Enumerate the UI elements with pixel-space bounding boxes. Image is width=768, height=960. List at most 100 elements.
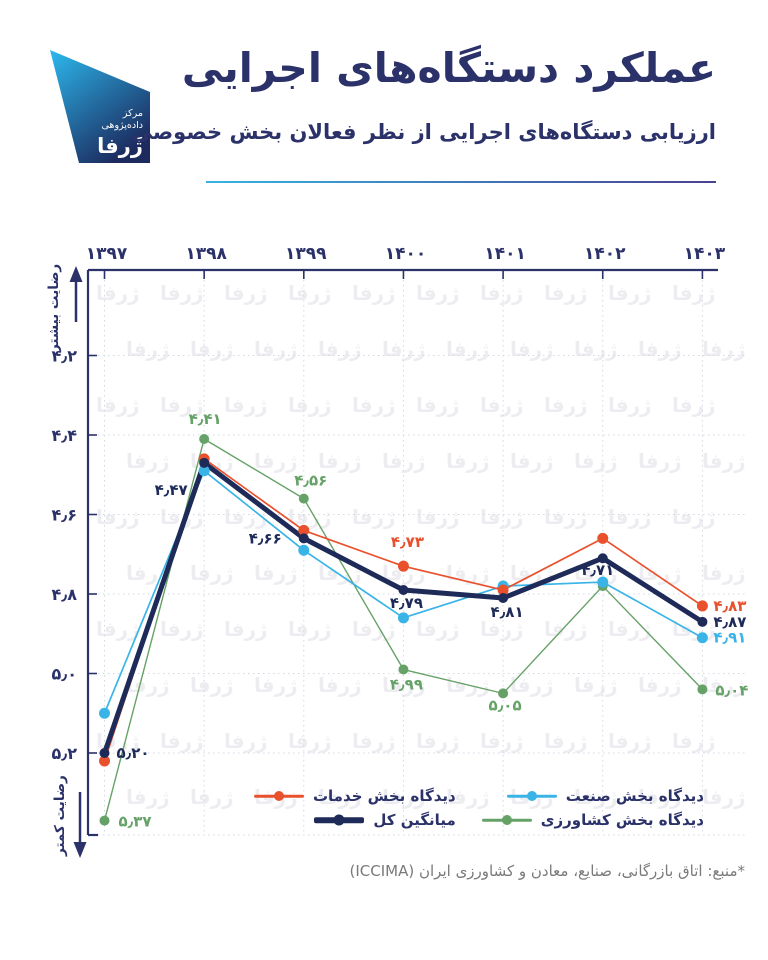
data-label: ۴٫۸۷ <box>713 613 746 631</box>
svg-text:ژرفا: ژرفا <box>254 337 298 361</box>
svg-text:ژرفا: ژرفا <box>254 673 298 697</box>
data-label: ۴٫۹۹ <box>390 676 423 694</box>
y-tick-label: ۴٫۸ <box>51 585 77 604</box>
less-satisfaction-label: رضایت کمتر <box>52 775 68 857</box>
svg-text:ژرفا: ژرفا <box>96 281 140 305</box>
svg-text:ژرفا: ژرفا <box>288 617 332 641</box>
data-point <box>99 748 110 758</box>
data-label: ۴٫۸۳ <box>713 597 746 615</box>
data-point <box>398 664 409 675</box>
data-point <box>298 544 310 556</box>
svg-text:ژرفا: ژرفا <box>96 505 140 529</box>
svg-text:ژرفا: ژرفا <box>638 673 682 697</box>
svg-text:ژرفا: ژرفا <box>160 729 204 753</box>
series-points-agriculture <box>99 433 708 826</box>
more-satisfaction-label: رضایت بیشتر <box>46 264 62 353</box>
svg-text:ژرفا: ژرفا <box>416 393 460 417</box>
page-title: عملکرد دستگاه‌های اجرایی <box>181 44 716 92</box>
legend-label-average: میانگین کل <box>373 811 456 829</box>
watermark-pattern: ژرفا ژرفا ژرفا ژرفا ژرفا ژرفا ژرفا ژرفا ژرفا ژرفا… <box>96 281 746 809</box>
data-label: ۴٫۴۱ <box>189 410 222 428</box>
svg-text:ژرفا: ژرفا <box>224 505 268 529</box>
data-point <box>198 465 210 477</box>
data-label: ۴٫۷۱ <box>581 561 614 579</box>
x-tick-label: ۱۴۰۳ <box>684 244 726 264</box>
svg-text:ژرفا: ژرفا <box>96 617 140 641</box>
logo-line-2: داده‌پژوهی <box>102 120 143 131</box>
page-subtitle: ارزیابی دستگاه‌های اجرایی از نظر فعالان … <box>131 120 716 144</box>
y-axis-labels: ۴٫۲ ۴٫۴ ۴٫۶ ۴٫۸ ۵٫۰ ۵٫۲ <box>51 347 77 764</box>
svg-text:ژرفا: ژرفا <box>126 449 170 473</box>
legend-swatch-services-icon <box>253 790 304 803</box>
x-tick-label: ۱۳۹۹ <box>285 244 327 264</box>
svg-text:ژرفا: ژرفا <box>672 393 716 417</box>
svg-text:ژرفا: ژرفا <box>224 393 268 417</box>
data-point <box>497 584 509 596</box>
svg-text:ژرفا: ژرفا <box>672 729 716 753</box>
svg-text:ژرفا: ژرفا <box>480 729 524 753</box>
data-point <box>398 585 409 596</box>
svg-text:ژرفا: ژرفا <box>126 337 170 361</box>
y-tick-label: ۵٫۰ <box>51 665 77 684</box>
data-point <box>597 532 609 544</box>
legend-swatch-industry-icon <box>506 790 557 803</box>
logo-shape-icon: مرکز داده‌پژوهی ژَرفا <box>50 50 150 163</box>
svg-text:ژرفا: ژرفا <box>126 673 170 697</box>
svg-text:ژرفا: ژرفا <box>190 785 234 809</box>
y-tick-label: ۴٫۴ <box>51 426 77 445</box>
legend-item-industry: دیدگاه بخش صنعت <box>482 787 704 805</box>
header-divider <box>206 181 716 183</box>
legend-item-services: دیدگاه بخش خدمات <box>253 787 456 805</box>
svg-text:ژرفا: ژرفا <box>510 337 554 361</box>
data-label: ۴٫۵۶ <box>294 472 327 490</box>
data-label: ۴٫۹۱ <box>713 629 746 647</box>
data-label: ۵٫۰۴ <box>715 681 748 699</box>
svg-text:ژرفا: ژرفا <box>352 617 396 641</box>
svg-text:ژرفا: ژرفا <box>352 729 396 753</box>
data-point <box>597 576 609 588</box>
svg-text:ژرفا: ژرفا <box>480 617 524 641</box>
data-point <box>498 688 509 699</box>
svg-text:ژرفا: ژرفا <box>702 337 746 361</box>
series-labels-average: ۵٫۲۰ ۴٫۴۷ ۴٫۶۶ ۴٫۷۹ ۴٫۸۱ ۴٫۷۱ ۴٫۸۷ <box>117 481 747 762</box>
svg-text:ژرفا: ژرفا <box>702 785 746 809</box>
data-point <box>99 815 110 826</box>
svg-text:ژرفا: ژرفا <box>702 561 746 585</box>
svg-text:ژرفا: ژرفا <box>416 729 460 753</box>
x-tick-label: ۱۳۹۷ <box>86 244 128 264</box>
data-label: ۴٫۷۳ <box>391 533 424 551</box>
x-tick-label: ۱۴۰۱ <box>484 244 526 264</box>
svg-text:ژرفا: ژرفا <box>672 281 716 305</box>
legend-item-average: میانگین کل <box>254 811 456 829</box>
svg-text:ژرفا: ژرفا <box>190 673 234 697</box>
svg-text:ژرفا: ژرفا <box>510 673 554 697</box>
svg-text:ژرفا: ژرفا <box>702 449 746 473</box>
svg-text:ژرفا: ژرفا <box>608 505 652 529</box>
svg-text:ژرفا: ژرفا <box>254 561 298 585</box>
logo-pennant <box>50 50 150 163</box>
data-label: ۴٫۸۱ <box>491 603 524 621</box>
svg-text:ژرفا: ژرفا <box>352 505 396 529</box>
svg-text:ژرفا: ژرفا <box>608 729 652 753</box>
data-label: ۴٫۴۷ <box>155 481 188 499</box>
svg-text:ژرفا: ژرفا <box>480 281 524 305</box>
svg-text:ژرفا: ژرفا <box>446 449 490 473</box>
data-point <box>298 524 310 536</box>
series-points-average <box>99 457 708 758</box>
data-label: ۵٫۲۰ <box>117 744 150 762</box>
svg-text:ژرفا: ژرفا <box>254 449 298 473</box>
data-label: ۴٫۷۹ <box>390 594 423 612</box>
data-point <box>498 592 509 603</box>
svg-text:ژرفا: ژرفا <box>544 505 588 529</box>
x-tick-label: ۱۳۹۸ <box>185 244 227 264</box>
svg-text:ژرفا: ژرفا <box>318 673 362 697</box>
svg-text:ژرفا: ژرفا <box>480 393 524 417</box>
axis-ticks <box>88 270 704 754</box>
svg-text:ژرفا: ژرفا <box>544 281 588 305</box>
logo-line-3: ژَرفا <box>97 134 143 158</box>
data-point <box>99 755 110 767</box>
arrow-down-icon <box>73 842 87 858</box>
zarfa-logo: مرکز داده‌پژوهی ژَرفا <box>47 46 157 171</box>
